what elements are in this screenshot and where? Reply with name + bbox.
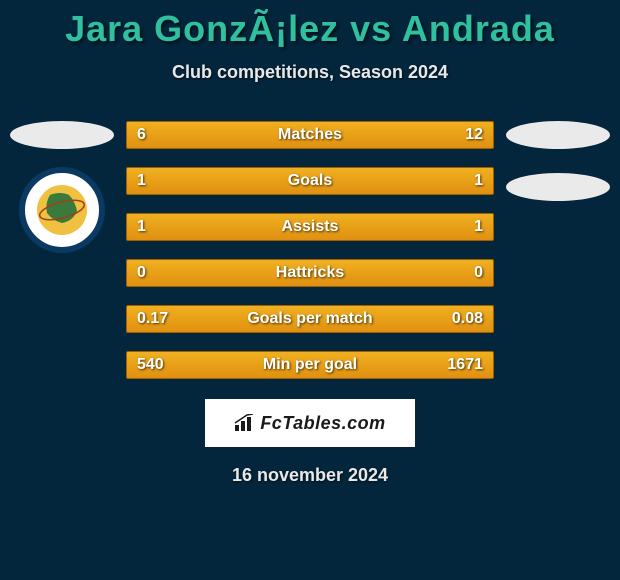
club-badge-left [19,167,105,253]
stat-row-goals-per-match: 0.17 Goals per match 0.08 [126,305,494,333]
stat-right-value: 12 [443,126,483,144]
comparison-title: Jara GonzÃ¡lez vs Andrada [0,8,620,50]
stat-row-min-per-goal: 540 Min per goal 1671 [126,351,494,379]
stat-label: Matches [278,126,342,144]
stats-column: 6 Matches 12 1 Goals 1 1 Assists 1 0 Hat… [126,121,494,379]
stat-right-value: 1671 [443,356,483,374]
stat-left-value: 6 [137,126,177,144]
player-avatar-placeholder-right-1 [506,121,610,149]
stat-label: Goals per match [247,310,372,328]
stat-label: Assists [282,218,339,236]
stat-left-value: 0.17 [137,310,177,328]
stat-right-value: 0 [443,264,483,282]
stat-row-goals: 1 Goals 1 [126,167,494,195]
stat-row-matches: 6 Matches 12 [126,121,494,149]
footer-date: 16 november 2024 [0,465,620,486]
stat-right-value: 0.08 [443,310,483,328]
stat-left-value: 540 [137,356,177,374]
stat-label: Goals [288,172,332,190]
player-avatar-placeholder-left [10,121,114,149]
club-badge-icon [35,183,89,237]
stat-right-value: 1 [443,172,483,190]
stat-left-value: 0 [137,264,177,282]
left-player-column [8,121,116,379]
stat-right-value: 1 [443,218,483,236]
stat-label: Min per goal [263,356,357,374]
right-player-column [504,121,612,379]
player-avatar-placeholder-right-2 [506,173,610,201]
stat-left-value: 1 [137,172,177,190]
brand-chart-icon [234,414,256,432]
brand-name: FcTables.com [260,413,385,434]
stat-row-assists: 1 Assists 1 [126,213,494,241]
brand-box[interactable]: FcTables.com [205,399,415,447]
stat-left-value: 1 [137,218,177,236]
stat-label: Hattricks [276,264,344,282]
comparison-subtitle: Club competitions, Season 2024 [0,62,620,83]
stat-row-hattricks: 0 Hattricks 0 [126,259,494,287]
